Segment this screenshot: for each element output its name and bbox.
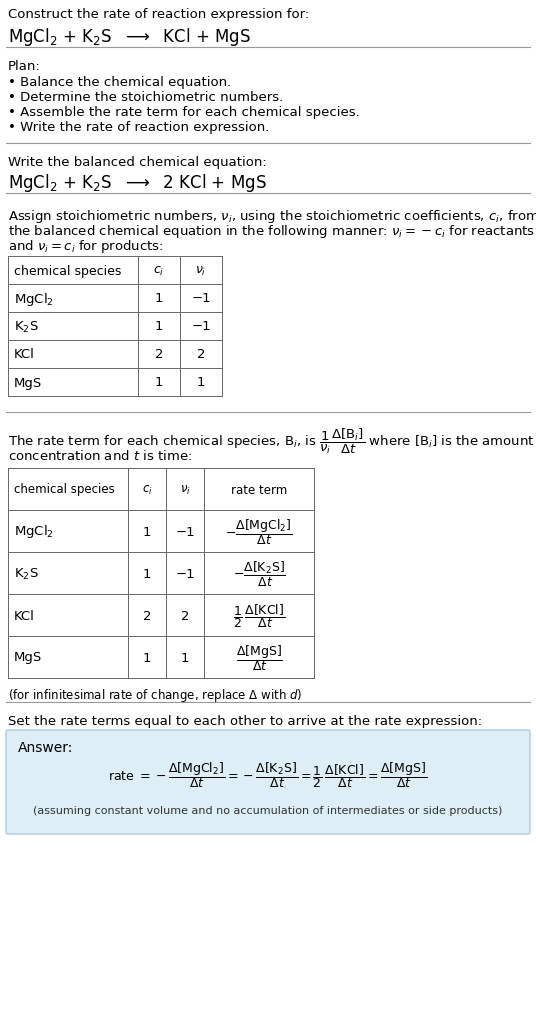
Text: $-\dfrac{\Delta[\mathrm{K_2S}]}{\Delta t}$: $-\dfrac{\Delta[\mathrm{K_2S}]}{\Delta t…	[233, 559, 286, 588]
Text: • Balance the chemical equation.: • Balance the chemical equation.	[8, 76, 231, 89]
Text: $\dfrac{\Delta[\mathrm{MgS}]}{\Delta t}$: $\dfrac{\Delta[\mathrm{MgS}]}{\Delta t}$	[235, 642, 282, 673]
Text: and $\nu_i = c_i$ for products:: and $\nu_i = c_i$ for products:	[8, 237, 163, 255]
Text: 1: 1	[197, 376, 205, 389]
Text: −1: −1	[175, 525, 195, 538]
Text: • Write the rate of reaction expression.: • Write the rate of reaction expression.	[8, 121, 270, 133]
Text: rate term: rate term	[231, 483, 287, 496]
Text: −1: −1	[175, 567, 195, 580]
Text: −1: −1	[191, 320, 211, 333]
Text: MgS: MgS	[14, 376, 42, 389]
Text: KCl: KCl	[14, 609, 35, 622]
Text: $c_i$: $c_i$	[142, 483, 152, 496]
Text: 1: 1	[155, 292, 163, 306]
Text: Plan:: Plan:	[8, 60, 41, 73]
Text: $-\dfrac{\Delta[\mathrm{MgCl_2}]}{\Delta t}$: $-\dfrac{\Delta[\mathrm{MgCl_2}]}{\Delta…	[225, 517, 293, 546]
Text: 2: 2	[197, 348, 205, 361]
Text: • Determine the stoichiometric numbers.: • Determine the stoichiometric numbers.	[8, 91, 283, 104]
Text: The rate term for each chemical species, B$_i$, is $\dfrac{1}{\nu_i}\dfrac{\Delt: The rate term for each chemical species,…	[8, 427, 534, 455]
Text: KCl: KCl	[14, 348, 35, 361]
Text: 1: 1	[155, 320, 163, 333]
Text: K$_2$S: K$_2$S	[14, 319, 39, 334]
Text: MgCl$_2$ + K$_2$S  $\longrightarrow$  KCl + MgS: MgCl$_2$ + K$_2$S $\longrightarrow$ KCl …	[8, 25, 251, 48]
Text: 2: 2	[143, 609, 151, 622]
Text: chemical species: chemical species	[14, 264, 121, 277]
Text: 1: 1	[143, 525, 151, 538]
Text: MgS: MgS	[14, 651, 42, 663]
Text: rate $= -\dfrac{\Delta[\mathrm{MgCl_2}]}{\Delta t} = -\dfrac{\Delta[\mathrm{K_2S: rate $= -\dfrac{\Delta[\mathrm{MgCl_2}]}…	[108, 759, 428, 789]
Text: 1: 1	[181, 651, 189, 663]
Text: the balanced chemical equation in the following manner: $\nu_i = -c_i$ for react: the balanced chemical equation in the fo…	[8, 223, 535, 239]
Text: MgCl$_2$: MgCl$_2$	[14, 523, 54, 540]
FancyBboxPatch shape	[6, 731, 530, 835]
Text: Construct the rate of reaction expression for:: Construct the rate of reaction expressio…	[8, 8, 309, 21]
Text: 1: 1	[155, 376, 163, 389]
Text: Set the rate terms equal to each other to arrive at the rate expression:: Set the rate terms equal to each other t…	[8, 714, 482, 728]
Text: chemical species: chemical species	[14, 483, 115, 496]
Text: $\nu_i$: $\nu_i$	[180, 483, 190, 496]
Text: 2: 2	[181, 609, 189, 622]
Text: MgCl$_2$: MgCl$_2$	[14, 290, 54, 307]
Text: 1: 1	[143, 567, 151, 580]
Text: concentration and $t$ is time:: concentration and $t$ is time:	[8, 448, 192, 463]
Text: Write the balanced chemical equation:: Write the balanced chemical equation:	[8, 156, 267, 169]
Text: • Assemble the rate term for each chemical species.: • Assemble the rate term for each chemic…	[8, 106, 360, 119]
Text: K$_2$S: K$_2$S	[14, 566, 39, 581]
Text: Assign stoichiometric numbers, $\nu_i$, using the stoichiometric coefficients, $: Assign stoichiometric numbers, $\nu_i$, …	[8, 208, 536, 225]
Text: $\dfrac{1}{2}\,\dfrac{\Delta[\mathrm{KCl}]}{\Delta t}$: $\dfrac{1}{2}\,\dfrac{\Delta[\mathrm{KCl…	[233, 601, 285, 630]
Text: $\nu_i$: $\nu_i$	[195, 264, 207, 277]
Text: 2: 2	[155, 348, 163, 361]
Text: MgCl$_2$ + K$_2$S  $\longrightarrow$  2 KCl + MgS: MgCl$_2$ + K$_2$S $\longrightarrow$ 2 KC…	[8, 172, 267, 194]
Text: (assuming constant volume and no accumulation of intermediates or side products): (assuming constant volume and no accumul…	[33, 805, 503, 815]
Text: (for infinitesimal rate of change, replace Δ with $d$): (for infinitesimal rate of change, repla…	[8, 687, 302, 703]
Text: Answer:: Answer:	[18, 740, 73, 754]
Text: −1: −1	[191, 292, 211, 306]
Text: $c_i$: $c_i$	[153, 264, 165, 277]
Text: 1: 1	[143, 651, 151, 663]
